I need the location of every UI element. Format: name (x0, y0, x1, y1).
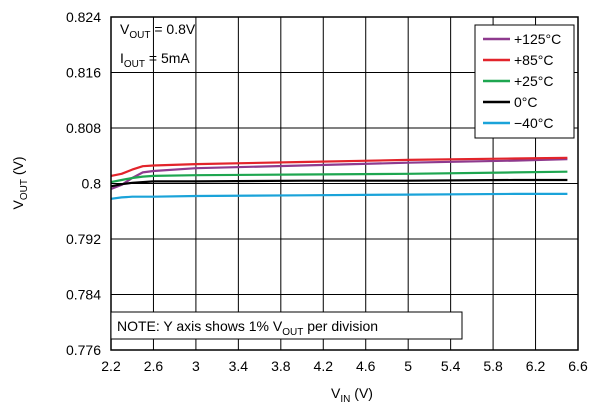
x-tick-label: 2.2 (101, 358, 121, 374)
plot-area-frame (110, 16, 579, 351)
note-box (110, 311, 463, 340)
y-tick-label: 0.784 (66, 287, 101, 303)
series-line (110, 170, 568, 184)
legend-label: 0°C (514, 94, 538, 110)
legend-label: +85°C (514, 52, 553, 68)
tick-labels: 2.2 2.6 3 3.4 3.8 4.2 4.6 5 5.4 5.8 6.2 6.6 0.824 0.8… (66, 9, 588, 374)
x-tick-label: 3 (192, 358, 200, 374)
series-line (110, 158, 568, 191)
series-lines (110, 156, 568, 200)
iout-setting-annotation: IOUT = 5mA (120, 50, 190, 70)
x-axis-title: VIN (V) (331, 385, 373, 405)
legend: +125°C +85°C +25°C 0°C −40°C (474, 24, 575, 139)
y-tick-label: 0.824 (66, 9, 101, 25)
y-axis-title: VOUT (V) (10, 156, 30, 209)
x-tick-label: 5.4 (441, 358, 461, 374)
y-tick-label: 0.776 (66, 342, 101, 358)
x-tick-label: 3.8 (271, 358, 291, 374)
x-tick-label: 2.6 (144, 358, 164, 374)
x-tick-label: 4.2 (314, 358, 334, 374)
y-tick-label: 0.816 (66, 65, 101, 81)
x-tick-label: 5.8 (483, 358, 503, 374)
vout-setting-annotation: VOUT = 0.8V (120, 21, 196, 41)
x-tick-label: 6.2 (526, 358, 546, 374)
series-line (110, 156, 568, 177)
x-tick-label: 3.4 (229, 358, 249, 374)
legend-label: +125°C (514, 31, 561, 47)
legend-label: +25°C (514, 73, 553, 89)
series-line (110, 178, 568, 188)
y-tick-label: 0.808 (66, 120, 101, 136)
y-tick-label: 0.792 (66, 231, 101, 247)
note-annotation: NOTE: Y axis shows 1% VOUT per division (117, 318, 378, 338)
x-tick-label: 5 (404, 358, 412, 374)
x-tick-label: 6.6 (568, 358, 588, 374)
y-tick-label: 0.8 (82, 176, 102, 192)
series-line (110, 192, 568, 200)
x-tick-label: 4.6 (356, 358, 376, 374)
legend-label: −40°C (514, 115, 553, 131)
